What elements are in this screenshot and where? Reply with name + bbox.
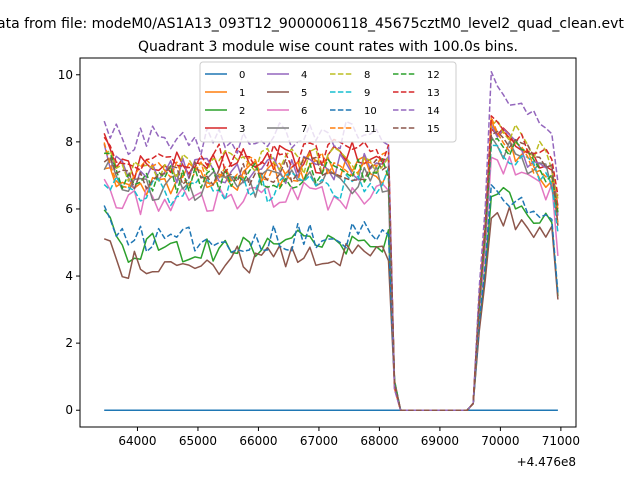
legend-label-12[interactable]: 12 xyxy=(427,70,440,81)
x-offset-label: +4.476e8 xyxy=(517,455,576,469)
x-tick-label: 68000 xyxy=(360,434,398,448)
legend-label-5[interactable]: 5 xyxy=(301,88,307,99)
plot-lines xyxy=(103,70,559,411)
x-tick-label: 66000 xyxy=(239,434,277,448)
x-axis: 64000 65000 66000 67000 68000 69000 70000 71000 xyxy=(118,427,580,448)
x-tick-label: 69000 xyxy=(421,434,459,448)
x-tick-label: 71000 xyxy=(542,434,580,448)
legend-label-9[interactable]: 9 xyxy=(364,88,370,99)
y-tick-label: 2 xyxy=(65,336,73,350)
legend-label-4[interactable]: 4 xyxy=(301,70,307,81)
x-tick-label: 65000 xyxy=(179,434,217,448)
series-line-10 xyxy=(103,184,559,411)
y-tick-label: 6 xyxy=(65,202,73,216)
legend-label-8[interactable]: 8 xyxy=(364,70,370,81)
series-line-9 xyxy=(103,144,559,411)
legend-label-14[interactable]: 14 xyxy=(427,106,440,117)
y-tick-label: 4 xyxy=(65,269,73,283)
y-tick-label: 8 xyxy=(65,135,73,149)
legend-label-1[interactable]: 1 xyxy=(239,88,245,99)
series-line-6 xyxy=(103,155,559,411)
x-tick-label: 70000 xyxy=(481,434,519,448)
y-tick-label: 10 xyxy=(58,68,73,82)
legend-label-6[interactable]: 6 xyxy=(301,106,307,117)
legend-label-13[interactable]: 13 xyxy=(427,88,440,99)
axes-frame xyxy=(79,57,577,428)
legend-label-11[interactable]: 11 xyxy=(364,124,377,135)
x-tick-label: 64000 xyxy=(118,434,156,448)
y-axis: 0 2 4 6 8 10 xyxy=(58,68,80,417)
legend-label-10[interactable]: 10 xyxy=(364,106,377,117)
y-tick-label: 0 xyxy=(65,403,73,417)
legend-label-0[interactable]: 0 xyxy=(239,70,245,81)
legend-box xyxy=(199,61,457,143)
series-line-5 xyxy=(103,206,559,411)
series-line-15 xyxy=(103,130,559,411)
chart-title: Quadrant 3 module wise count rates with … xyxy=(138,39,518,55)
legend-label-15[interactable]: 15 xyxy=(427,124,440,135)
series-line-13 xyxy=(103,115,559,411)
legend-label-2[interactable]: 2 xyxy=(239,106,245,117)
legend-label-3[interactable]: 3 xyxy=(239,124,245,135)
x-tick-label: 67000 xyxy=(300,434,338,448)
legend-label-7[interactable]: 7 xyxy=(301,124,307,135)
suptitle: ata from file: modeM0/AS1A13_093T12_9000… xyxy=(0,16,624,32)
